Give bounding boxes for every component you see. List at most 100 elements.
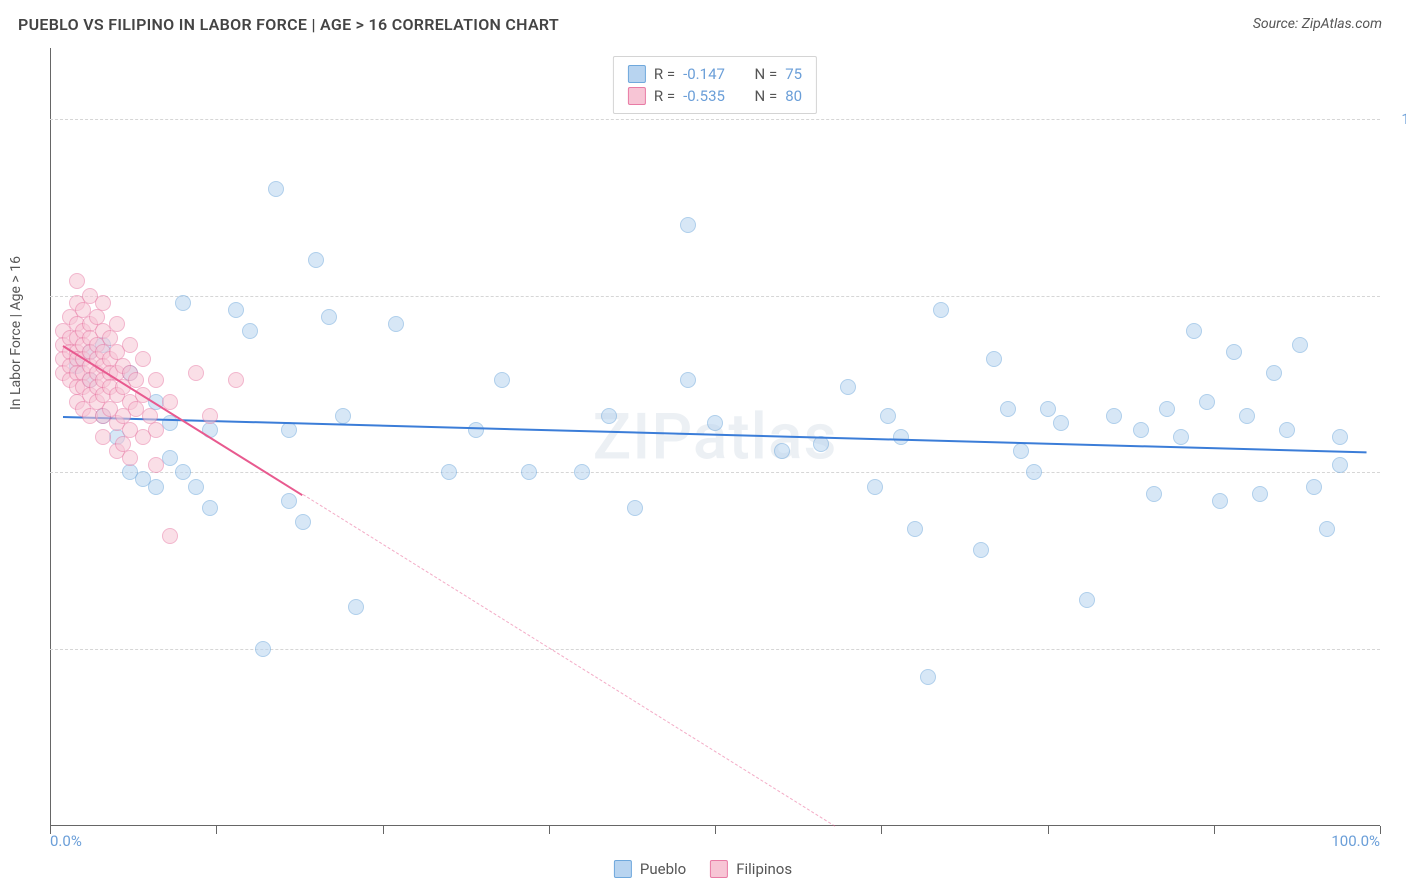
data-point [1173,429,1189,445]
r-label: R = [654,63,675,85]
legend-swatch [614,860,632,878]
legend-swatch [628,87,646,105]
data-point [1226,344,1242,360]
data-point [162,528,178,544]
data-point [707,415,723,431]
data-point [242,323,258,339]
data-point [122,450,138,466]
data-point [494,372,510,388]
data-point [1332,457,1348,473]
r-value: -0.535 [683,85,739,107]
gridline [50,296,1380,297]
data-point [148,479,164,495]
plot-surface: ZIPatlas R =-0.147 N =75R =-0.535 N =80 … [50,48,1380,826]
legend-label: Filipinos [736,860,792,878]
data-point [601,408,617,424]
data-point [1146,486,1162,502]
n-value: 75 [785,63,802,85]
data-point [148,422,164,438]
trend-line [302,494,835,827]
data-point [933,302,949,318]
correlation-legend-row: R = -0.535 N = 80 [628,85,802,107]
y-tick-label: 50.0% [1390,463,1406,481]
data-point [175,464,191,480]
legend-item: Filipinos [710,860,792,878]
data-point [1040,401,1056,417]
data-point [308,252,324,268]
chart-title: PUEBLO VS FILIPINO IN LABOR FORCE | AGE … [18,15,559,34]
n-label: N = [747,85,777,107]
chart-area: ZIPatlas R =-0.147 N =75R =-0.535 N =80 … [50,48,1380,826]
data-point [148,457,164,473]
x-tick-label: 0.0% [50,832,82,850]
x-tick [715,826,716,834]
correlation-legend: R = -0.147 N = 75 R = -0.535 N = 80 [613,56,817,114]
data-point [228,372,244,388]
data-point [188,365,204,381]
chart-header: PUEBLO VS FILIPINO IN LABOR FORCE | AGE … [0,0,1406,48]
source-label: Source: ZipAtlas.com [1253,16,1382,32]
data-point [880,408,896,424]
data-point [268,181,284,197]
y-tick-label: 75.0% [1390,287,1406,305]
data-point [468,422,484,438]
data-point [1133,422,1149,438]
x-tick [549,826,550,834]
data-point [1000,401,1016,417]
data-point [1053,415,1069,431]
x-tick [383,826,384,834]
legend-label: Pueblo [640,860,686,878]
data-point [1199,394,1215,410]
data-point [680,217,696,233]
data-point [281,493,297,509]
r-label: R = [654,85,675,107]
legend-swatch [628,65,646,83]
data-point [774,443,790,459]
data-point [986,351,1002,367]
data-point [202,500,218,516]
data-point [1106,408,1122,424]
x-tick-label: 100.0% [1331,832,1380,850]
n-value: 80 [785,85,802,107]
correlation-legend-row: R = -0.147 N = 75 [628,63,802,85]
data-point [388,316,404,332]
data-point [1026,464,1042,480]
data-point [202,408,218,424]
x-tick [216,826,217,834]
data-point [574,464,590,480]
data-point [1079,592,1095,608]
data-point [840,379,856,395]
gridline [50,649,1380,650]
data-point [148,372,164,388]
data-point [1239,408,1255,424]
data-point [69,273,85,289]
legend-item: Pueblo [614,860,686,878]
x-tick [1048,826,1049,834]
data-point [1332,429,1348,445]
y-tick-label: 100.0% [1390,110,1406,128]
x-tick [881,826,882,834]
r-value: -0.147 [683,63,739,85]
data-point [1319,521,1335,537]
data-point [95,429,111,445]
n-label: N = [747,63,777,85]
data-point [1013,443,1029,459]
data-point [122,337,138,353]
data-point [521,464,537,480]
data-point [188,479,204,495]
gridline [50,472,1380,473]
gridline [50,119,1380,120]
data-point [109,316,125,332]
data-point [627,500,643,516]
data-point [1279,422,1295,438]
data-point [335,408,351,424]
data-point [1292,337,1308,353]
data-point [1306,479,1322,495]
data-point [175,295,191,311]
data-point [255,641,271,657]
data-point [1159,401,1175,417]
data-point [295,514,311,530]
data-point [920,669,936,685]
y-axis-line [50,48,51,826]
y-tick-label: 25.0% [1390,640,1406,658]
